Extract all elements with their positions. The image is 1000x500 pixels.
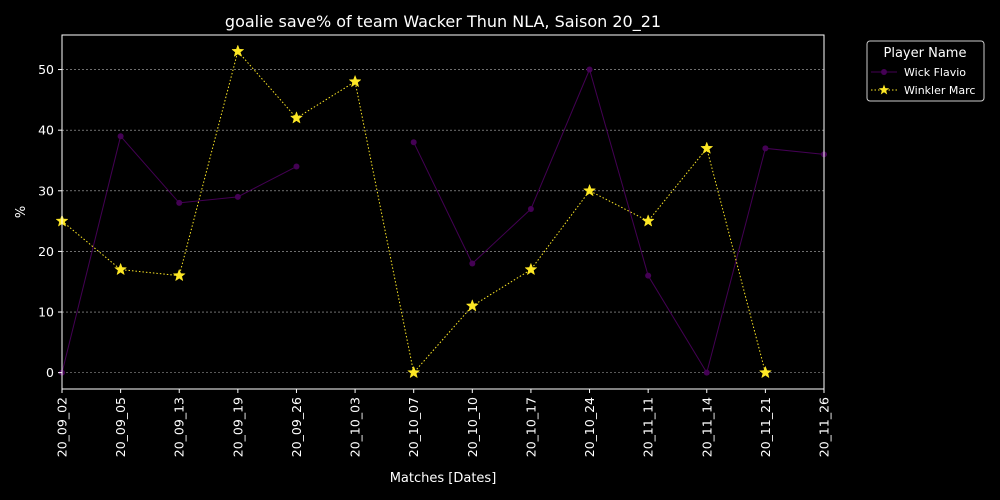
x-tick-label: 20_09_26 [289,397,304,457]
legend: Player Name Wick Flavio Winkler Marc [866,40,985,102]
series-line-winkler-marc [61,50,766,374]
grid-lines [62,69,824,373]
data-point-winkler-marc [465,299,479,312]
x-tick-label: 20_10_10 [465,397,480,457]
y-tick-label: 20 [38,244,54,259]
y-tick-label: 40 [38,123,54,138]
data-point-wick-flavio [410,139,417,146]
data-point-winkler-marc [700,141,714,154]
legend-label-winkler-marc: Winkler Marc [904,84,975,97]
x-tick-label: 20_09_05 [113,397,128,457]
data-point-wick-flavio [469,260,476,267]
y-tick-label: 10 [38,305,54,320]
data-point-winkler-marc [172,268,186,282]
data-point-winkler-marc [641,214,655,227]
legend-title: Player Name [884,46,967,61]
x-axis-label: Matches [Dates] [390,471,497,486]
y-tick-label: 50 [38,62,54,77]
data-point-winkler-marc [114,262,128,276]
x-tick-label: 20_10_17 [523,397,538,457]
data-point-winkler-marc [289,111,304,124]
data-point-wick-flavio [293,163,300,170]
data-point-wick-flavio [117,133,124,140]
data-point-wick-flavio [586,66,593,73]
data-point-wick-flavio [645,272,652,279]
data-point-wick-flavio [762,145,769,152]
legend-entries: Wick Flavio Winkler Marc [871,66,975,97]
series-lines [61,50,825,374]
x-tick-label: 20_11_11 [641,397,656,457]
legend-marker-wick-flavio [881,69,887,75]
y-axis-label: % [14,206,29,218]
data-point-winkler-marc [348,74,362,88]
data-point-wick-flavio [703,369,710,376]
x-axis: 20_09_02 20_09_05 20_09_13 20_09_19 20_09_26… [55,389,832,457]
chart-title: goalie save% of team Wacker Thun NLA, Sa… [225,12,661,32]
y-axis: 0 10 20 30 40 50 [38,62,62,380]
data-point-winkler-marc [758,365,772,379]
data-point-winkler-marc [407,365,421,379]
x-tick-label: 20_09_19 [230,397,245,457]
x-tick-label: 20_11_26 [817,397,832,457]
series-line-wick-flavio [413,68,825,374]
plot-frame [61,34,825,390]
x-tick-label: 20_09_13 [172,397,187,457]
x-tick-label: 20_09_02 [55,397,70,457]
x-tick-label: 20_10_07 [406,397,421,457]
x-tick-label: 20_11_14 [699,397,714,457]
data-point-wick-flavio [527,205,534,212]
legend-marker-winkler-marc [878,84,890,95]
y-tick-label: 0 [46,365,54,380]
x-tick-label: 20_11_21 [758,397,773,457]
data-point-winkler-marc [582,183,597,197]
data-point-wick-flavio [234,193,241,200]
x-tick-label: 20_10_24 [582,397,597,457]
series-line-wick-flavio [61,135,297,373]
data-point-wick-flavio [176,199,183,206]
data-point-winkler-marc [524,262,538,276]
series-markers [55,44,827,379]
y-tick-label: 30 [38,183,54,198]
data-point-winkler-marc [231,44,245,57]
x-tick-label: 20_10_03 [348,397,363,457]
legend-label-wick-flavio: Wick Flavio [904,66,966,79]
legend-box [866,40,985,102]
